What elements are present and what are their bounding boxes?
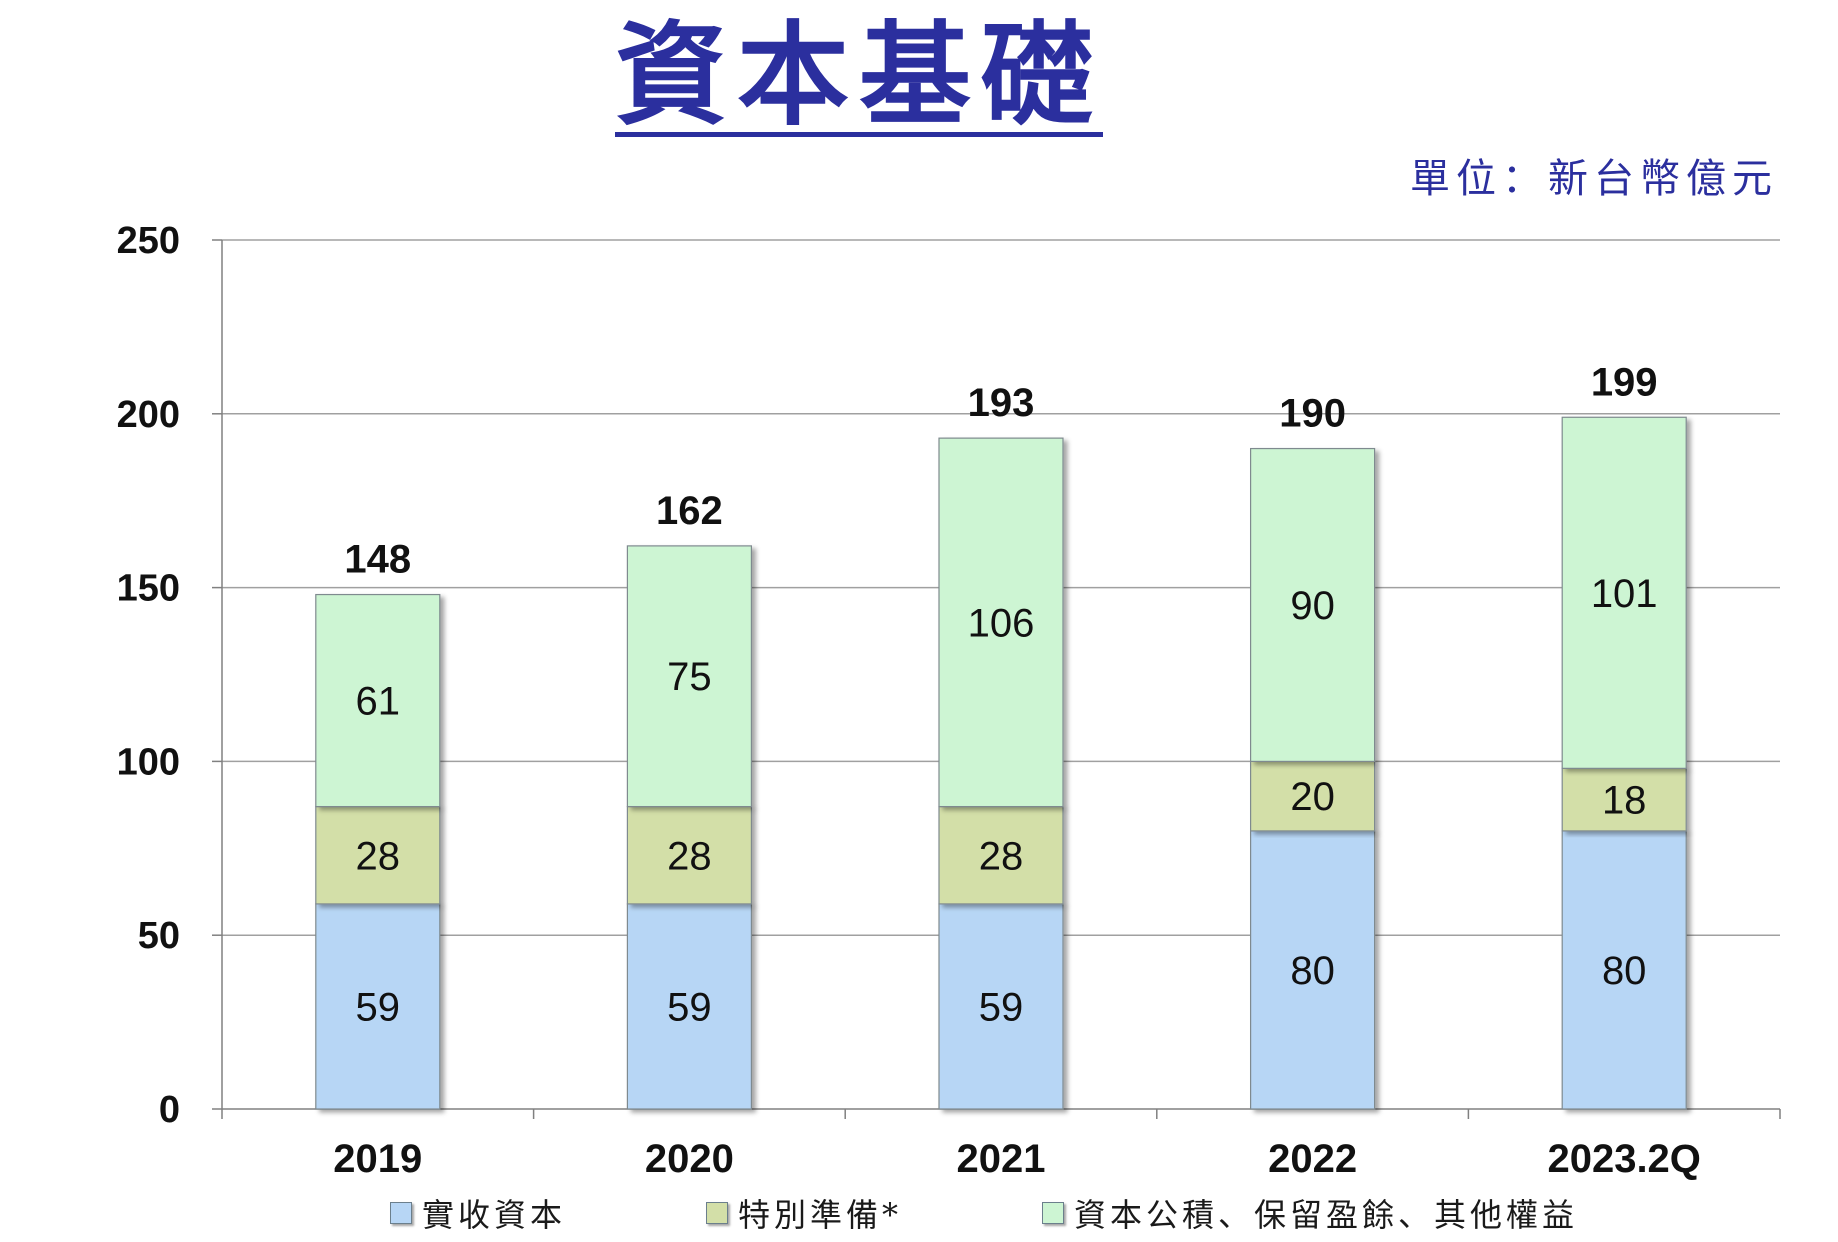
bar-segment-capital-surplus xyxy=(315,593,441,808)
y-tick-label: 50 xyxy=(138,915,180,957)
x-category-label: 2021 xyxy=(957,1137,1046,1181)
bar-segment-paid-in-capital xyxy=(626,903,753,1110)
bar-segment-special-reserve xyxy=(1249,760,1376,832)
y-tick-label: 150 xyxy=(117,568,180,610)
legend-swatch-special-reserve xyxy=(706,1202,729,1224)
x-category-label: 2019 xyxy=(333,1137,422,1181)
data-label-paid-in-capital: 59 xyxy=(667,985,712,1029)
y-tick-label: 250 xyxy=(117,220,180,262)
data-label-capital-surplus: 90 xyxy=(1290,584,1335,628)
data-label-paid-in-capital: 59 xyxy=(979,985,1024,1029)
bar-segment-special-reserve xyxy=(315,805,441,905)
y-tick-label: 200 xyxy=(117,394,180,436)
total-label: 190 xyxy=(1279,392,1346,436)
data-label-paid-in-capital: 59 xyxy=(356,985,401,1029)
legend: 實收資本 特別準備* 資本公積、保留盈餘、其他權益 xyxy=(390,1190,1670,1236)
total-label: 162 xyxy=(656,489,723,533)
bar-segment-capital-surplus xyxy=(626,545,753,808)
data-label-capital-surplus: 101 xyxy=(1591,572,1658,616)
y-tick-label: 100 xyxy=(117,741,180,783)
total-label: 193 xyxy=(968,381,1035,425)
page-title: 資本基礎 xyxy=(615,10,1103,141)
data-label-special-reserve: 18 xyxy=(1602,779,1647,823)
bar-segment-paid-in-capital xyxy=(938,903,1064,1110)
bar-segment-capital-surplus xyxy=(1249,447,1376,762)
x-category-label: 2022 xyxy=(1268,1137,1357,1181)
bar-segment-special-reserve xyxy=(626,805,753,905)
legend-label-paid-in-capital: 實收資本 xyxy=(422,1196,567,1234)
bar-segment-capital-surplus xyxy=(938,437,1064,808)
data-label-paid-in-capital: 80 xyxy=(1290,949,1335,993)
legend-item-special-reserve: 特別準備* xyxy=(706,1190,902,1236)
legend-label-capital-surplus: 資本公積、保留盈餘、其他權益 xyxy=(1074,1196,1579,1234)
total-label: 148 xyxy=(344,538,411,582)
total-label: 199 xyxy=(1591,360,1658,404)
legend-label-special-reserve: 特別準備* xyxy=(738,1196,903,1234)
data-label-special-reserve: 28 xyxy=(979,834,1024,878)
data-label-special-reserve: 20 xyxy=(1290,775,1335,819)
legend-item-capital-surplus: 資本公積、保留盈餘、其他權益 xyxy=(1042,1190,1578,1236)
x-category-label: 2020 xyxy=(645,1137,734,1181)
bar-segment-paid-in-capital xyxy=(1561,830,1687,1110)
bar-segment-special-reserve xyxy=(938,805,1064,905)
data-label-capital-surplus: 106 xyxy=(968,601,1035,645)
bar-segment-capital-surplus xyxy=(1561,416,1687,769)
legend-swatch-paid-in-capital xyxy=(390,1202,412,1224)
data-label-paid-in-capital: 80 xyxy=(1602,949,1647,993)
legend-item-paid-in-capital: 實收資本 xyxy=(390,1190,566,1236)
data-label-special-reserve: 28 xyxy=(667,834,712,878)
bar-segment-paid-in-capital xyxy=(1249,830,1376,1110)
data-label-capital-surplus: 75 xyxy=(667,655,712,699)
unit-note: 單位：新台幣億元 xyxy=(1410,156,1778,202)
y-tick-label: 0 xyxy=(159,1089,180,1131)
title-container: 資本基礎 xyxy=(0,10,1838,141)
bar-segment-special-reserve xyxy=(1561,767,1687,832)
data-label-capital-surplus: 61 xyxy=(356,680,401,724)
x-category-label: 2023.2Q xyxy=(1547,1137,1700,1181)
legend-swatch-capital-surplus xyxy=(1042,1202,1065,1224)
data-label-special-reserve: 28 xyxy=(356,834,401,878)
